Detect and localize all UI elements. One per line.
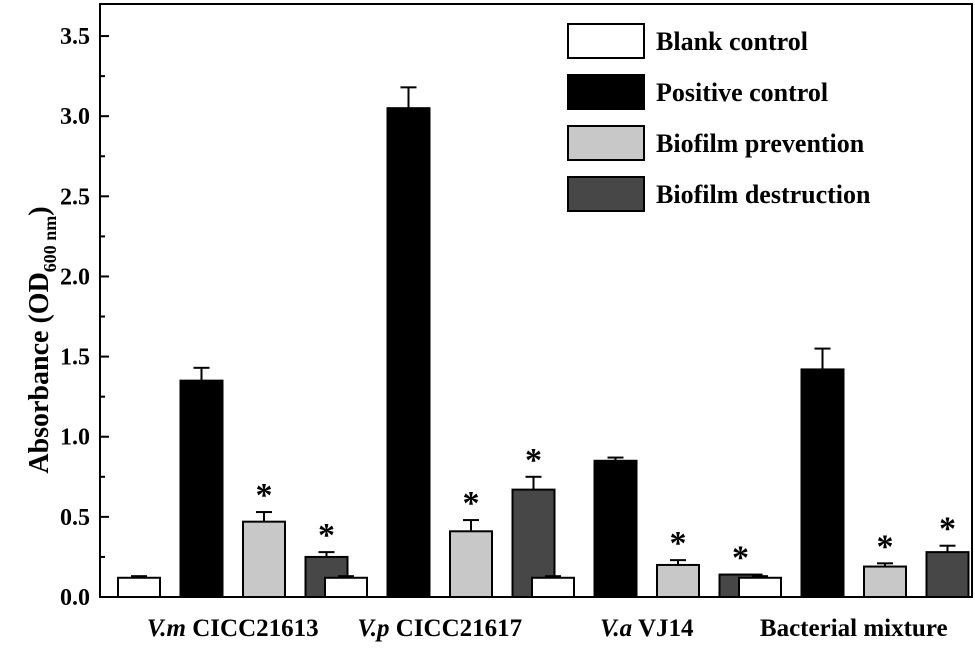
y-tick-label: 2.5 bbox=[60, 184, 90, 210]
y-axis-title: Absorbance (OD600 nm) bbox=[24, 206, 60, 473]
x-category-label: Bacterial mixture bbox=[760, 615, 948, 642]
significance-marker: * bbox=[525, 442, 542, 479]
legend-label: Biofilm destruction bbox=[656, 180, 871, 209]
bar bbox=[925, 551, 970, 599]
bar bbox=[738, 576, 782, 599]
y-axis-title-main: Absorbance (OD bbox=[24, 272, 55, 473]
bar bbox=[656, 563, 700, 598]
x-category-label-text: CICC21617 bbox=[390, 615, 523, 642]
significance-marker: * bbox=[877, 528, 894, 565]
x-category-label: V.a VJ14 bbox=[600, 615, 694, 642]
legend-label: Biofilm prevention bbox=[656, 129, 865, 158]
x-category-label-italic: V.m bbox=[147, 615, 186, 642]
x-category-label-text: Bacterial mixture bbox=[760, 615, 948, 642]
bar bbox=[593, 459, 638, 598]
bar bbox=[531, 576, 575, 599]
bar bbox=[800, 368, 845, 599]
legend-swatch bbox=[567, 125, 645, 161]
y-axis-title-close: ) bbox=[24, 206, 55, 215]
legend-swatch bbox=[567, 74, 645, 110]
x-category-label: V.m CICC21613 bbox=[147, 615, 319, 642]
significance-marker: * bbox=[939, 511, 956, 548]
y-tick-label: 0.0 bbox=[60, 585, 90, 611]
x-category-label-italic: V.p bbox=[357, 615, 389, 642]
bar bbox=[179, 379, 224, 598]
y-tick-label: 1.0 bbox=[60, 425, 90, 451]
legend-swatch bbox=[567, 23, 645, 59]
significance-marker: * bbox=[463, 485, 480, 522]
bar bbox=[242, 520, 286, 598]
legend-label: Positive control bbox=[656, 78, 828, 107]
x-category-label-text: CICC21613 bbox=[186, 615, 319, 642]
bar bbox=[386, 107, 431, 598]
significance-marker: * bbox=[256, 477, 273, 514]
y-tick-label: 0.5 bbox=[60, 505, 90, 531]
y-tick-label: 3.5 bbox=[60, 24, 90, 50]
y-axis-title-sub: 600 nm bbox=[40, 216, 60, 273]
x-category-label-text: VJ14 bbox=[632, 615, 694, 642]
y-tick-label: 2.0 bbox=[60, 264, 90, 290]
bar bbox=[449, 530, 493, 598]
legend: Blank control Positive control Biofilm pre… bbox=[567, 23, 871, 212]
bar bbox=[863, 565, 907, 598]
significance-marker: * bbox=[732, 540, 749, 577]
legend-label: Blank control bbox=[656, 27, 808, 56]
legend-swatch bbox=[567, 176, 645, 212]
bar bbox=[117, 576, 161, 599]
y-tick-label: 1.5 bbox=[60, 345, 90, 371]
y-tick-label: 3.0 bbox=[60, 104, 90, 130]
x-category-label: V.p CICC21617 bbox=[357, 615, 522, 642]
bar bbox=[324, 576, 368, 599]
significance-marker: * bbox=[318, 517, 335, 554]
significance-marker: * bbox=[670, 525, 687, 562]
axes: 0.0 0.5 1.0 1.5 2.0 2.5 3.0 3.5 V.m CICC21613 V.p… bbox=[60, 3, 973, 642]
bars: * * * * * * * * bbox=[117, 86, 970, 599]
x-category-label-italic: V.a bbox=[600, 615, 632, 642]
